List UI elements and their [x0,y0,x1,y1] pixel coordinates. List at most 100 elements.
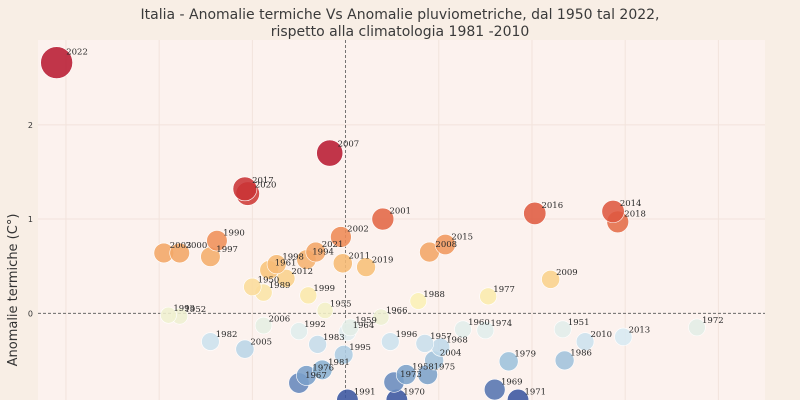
point-label-1964: 1964 [353,321,375,331]
point-2010 [575,332,595,351]
point-2021 [305,241,327,263]
point-1951 [553,320,572,339]
point-1983 [308,335,327,354]
point-label-1967: 1967 [305,371,327,381]
point-label-2001: 2001 [389,207,411,217]
point-label-1999: 1999 [313,284,335,294]
point-1960 [454,320,472,339]
point-label-1981: 1981 [328,358,350,368]
point-2017 [232,176,258,202]
point-label-2007: 2007 [338,140,360,150]
point-1955 [316,302,334,319]
point-label-1988: 1988 [423,290,445,300]
point-label-1950: 1950 [258,275,280,285]
point-2002 [330,226,352,248]
point-2000 [169,242,190,264]
point-1986 [554,350,575,371]
point-label-2009: 2009 [556,268,578,278]
point-label-1959: 1959 [355,316,377,326]
point-label-2022: 2022 [66,48,88,58]
point-1979 [498,351,519,372]
point-label-1968: 1968 [446,336,468,346]
point-1988 [409,292,427,310]
point-2015 [434,234,456,255]
point-label-2015: 2015 [451,232,473,242]
point-label-1972: 1972 [702,316,724,326]
point-label-1990: 1990 [223,229,245,239]
point-label-1974: 1974 [491,319,513,329]
point-label-1983: 1983 [323,333,345,343]
point-label-1998: 1998 [282,253,304,263]
point-1950 [243,277,262,297]
y-tick-label: 1 [28,215,33,224]
point-1996 [381,332,400,351]
point-1977 [479,287,498,306]
point-2014 [601,199,625,224]
point-label-1991: 1991 [354,388,376,398]
point-2019 [356,257,376,277]
point-2009 [541,269,561,289]
point-2006 [254,316,273,335]
point-label-1960: 1960 [468,318,490,328]
point-label-1957: 1957 [430,332,452,342]
point-label-2012: 2012 [291,267,313,277]
point-label-1993: 1993 [173,304,195,314]
point-label-2000: 2000 [186,241,208,251]
point-label-1970: 1970 [403,388,425,398]
point-label-1961: 1961 [275,258,297,268]
point-1959 [341,318,359,337]
point-2016 [523,201,547,225]
point-label-1966: 1966 [386,306,408,316]
plot-background [38,40,765,400]
point-1999 [299,286,318,305]
point-label-1971: 1971 [524,388,546,398]
point-label-1975: 1975 [434,363,456,373]
point-label-2016: 2016 [541,201,563,211]
point-label-2021: 2021 [322,240,344,250]
point-label-1995: 1995 [349,343,371,353]
point-label-1996: 1996 [396,330,418,340]
point-1990 [206,230,228,252]
point-label-1989: 1989 [269,281,291,291]
point-1966 [372,308,390,326]
point-label-2008: 2008 [435,240,457,250]
chart-title-line-2: rispetto alla climatologia 1981 -2010 [271,24,530,40]
point-1995 [334,345,354,365]
point-label-1994: 1994 [312,248,334,258]
point-label-2013: 2013 [629,325,651,335]
point-2005 [235,339,255,359]
point-label-1951: 1951 [568,318,590,328]
point-label-2010: 2010 [590,330,612,340]
point-1993 [160,306,177,324]
point-1981 [312,359,333,380]
point-label-1979: 1979 [514,350,536,360]
point-label-2004: 2004 [440,349,462,359]
point-1972 [688,318,706,337]
point-label-2014: 2014 [620,199,642,209]
point-2013 [614,327,633,346]
point-label-2006: 2006 [269,314,291,324]
point-label-2005: 2005 [250,338,272,348]
point-label-1969: 1969 [501,377,523,387]
point-label-1958: 1958 [412,363,434,373]
point-2007 [316,139,344,167]
point-label-1986: 1986 [570,349,592,359]
y-tick-label: 2 [28,121,33,130]
point-label-1992: 1992 [304,320,326,330]
point-label-2020: 2020 [255,181,277,191]
point-label-1973: 1973 [400,370,422,380]
point-label-2017: 2017 [252,176,274,186]
point-1992 [290,322,308,341]
point-label-2018: 2018 [624,209,646,219]
point-label-2019: 2019 [372,255,394,265]
point-label-1955: 1955 [330,299,352,309]
point-label-2002: 2002 [347,225,369,235]
y-axis-label: Anomalie termiche (C°) [6,214,21,367]
point-label-1982: 1982 [216,330,238,340]
point-label-1976: 1976 [312,364,334,374]
point-label-1952: 1952 [185,305,207,315]
point-1974 [476,321,495,340]
